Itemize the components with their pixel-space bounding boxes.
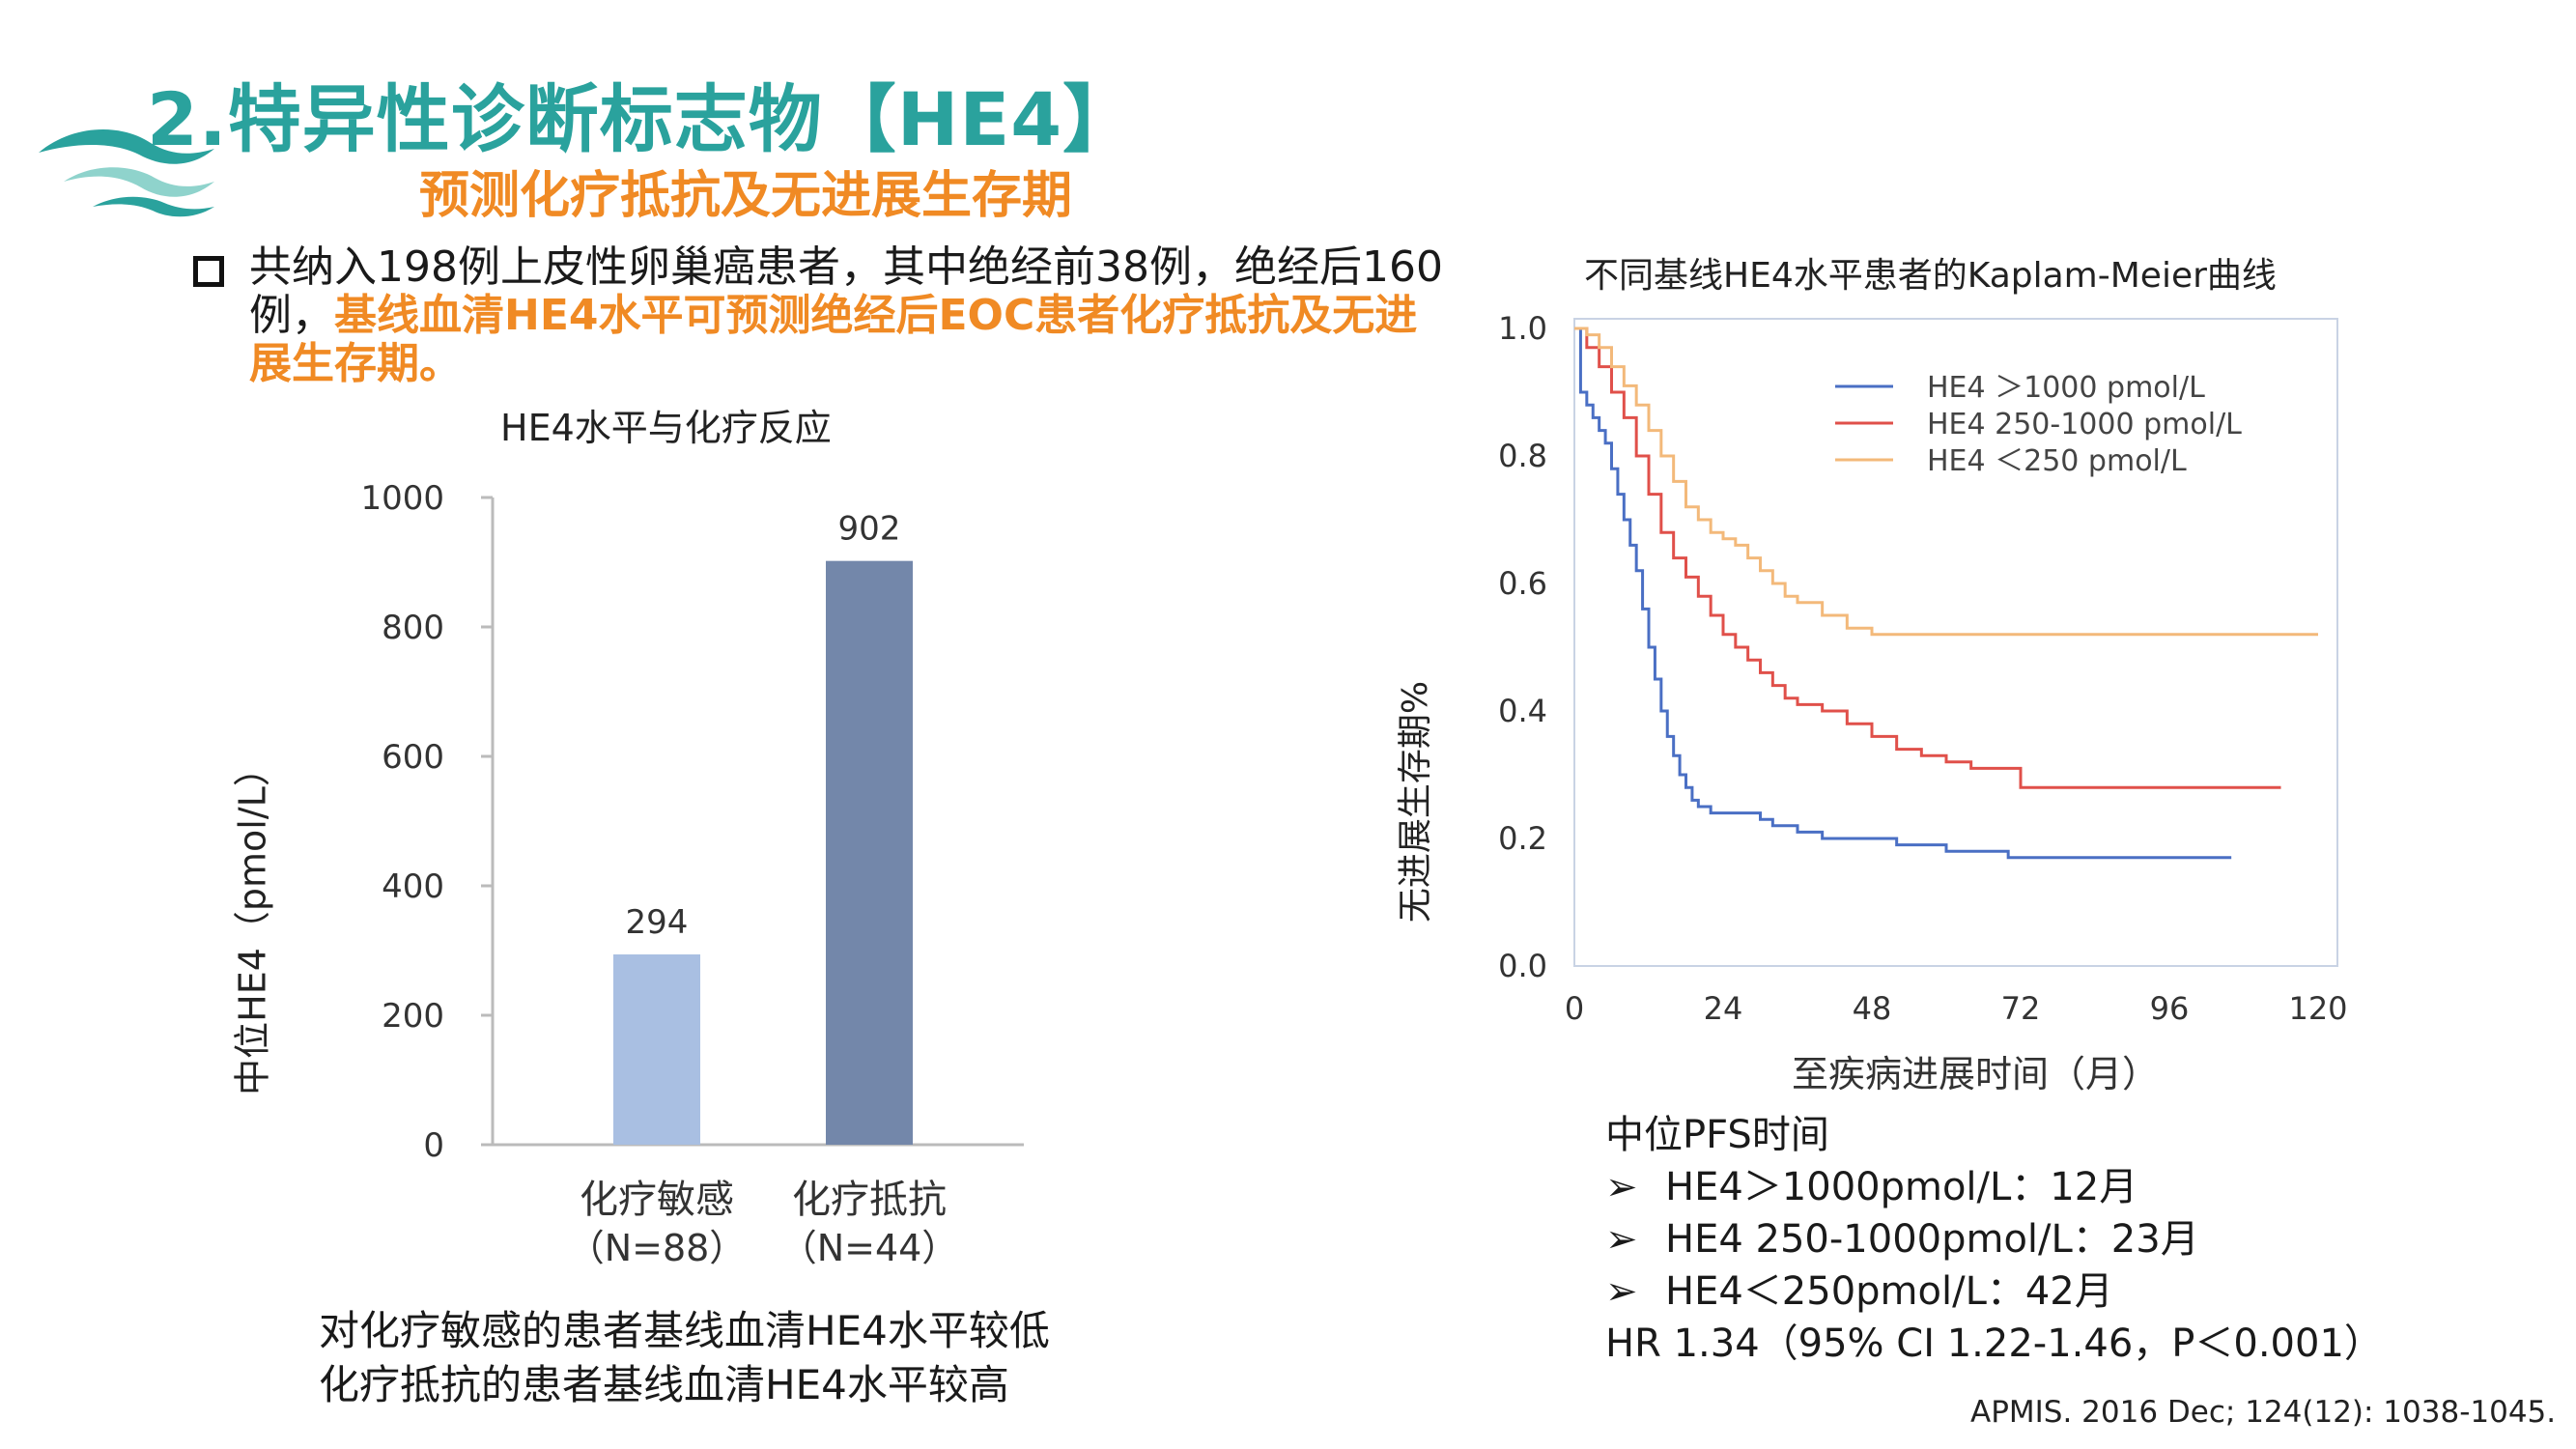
km-y-tick-label: 0.6: [1498, 565, 1547, 602]
km-x-tick-label: 120: [2288, 990, 2347, 1027]
arrow-bullet-icon: ➢: [1605, 1269, 1638, 1314]
bar-data-label: 294: [626, 903, 689, 942]
km-x-tick-label: 48: [1853, 990, 1892, 1027]
km-y-tick-label: 1.0: [1498, 310, 1547, 347]
km-x-tick-label: 24: [1704, 990, 1743, 1027]
km-legend-label: HE4 ＜250 pmol/L: [1927, 444, 2187, 478]
pfs-item: ➢ HE4 250-1000pmol/L：23月: [1605, 1213, 2383, 1265]
bar-y-tick-label: 200: [382, 997, 444, 1036]
km-series-line: [1574, 327, 2318, 637]
bar-y-tick-label: 600: [382, 738, 444, 777]
bullet-text-normal: 共纳入198例上皮性卵巢癌患者，其中绝经前38例，绝经后160例，: [249, 242, 1443, 340]
km-x-tick-label: 96: [2150, 990, 2190, 1027]
bar-chart: 0 200 400 600 800 1000 294 化疗敏感 （N=88） 902 化疗抵抗 （N=…: [360, 479, 1024, 1269]
km-series-line: [1574, 327, 2232, 860]
pfs-hazard-ratio: HR 1.34（95% CI 1.22-1.46，P＜0.001）: [1605, 1321, 2383, 1366]
bar-category-sublabel: （N=44）: [780, 1227, 959, 1269]
citation: APMIS. 2016 Dec; 124(12): 1038-1045.: [1970, 1395, 2557, 1430]
bullet-text-highlight: 基线血清HE4水平可预测绝经后EOC患者化疗抵抗及无进展生存期。: [249, 291, 1418, 388]
km-x-axis-label: 至疾病进展时间（月）: [1792, 1053, 2159, 1095]
pfs-heading: 中位PFS时间: [1605, 1113, 1829, 1157]
km-legend-label: HE4 250-1000 pmol/L: [1927, 408, 2242, 441]
km-y-tick-label: 0.8: [1498, 438, 1547, 474]
arrow-bullet-icon: ➢: [1605, 1165, 1638, 1209]
bar-note-line-2: 化疗抵抗的患者基线血清HE4水平较高: [319, 1361, 1009, 1408]
pfs-item-text: HE4 250-1000pmol/L：23月: [1665, 1217, 2199, 1262]
bar-y-tick-label: 0: [423, 1126, 444, 1165]
bar-category-sublabel: （N=88）: [568, 1227, 747, 1269]
bar-chart-note: 对化疗敏感的患者基线血清HE4水平较低 化疗抵抗的患者基线血清HE4水平较高: [319, 1304, 1050, 1412]
bar-category-label: 化疗敏感: [580, 1178, 734, 1222]
bar: [826, 560, 913, 1145]
bar-y-tick-label: 1000: [360, 479, 444, 518]
pfs-item-text: HE4＜250pmol/L：42月: [1665, 1269, 2113, 1314]
pfs-item: ➢ HE4＜250pmol/L：42月: [1605, 1265, 2383, 1318]
pfs-summary: 中位PFS时间 ➢ HE4＞1000pmol/L：12月 ➢ HE4 250-100…: [1605, 1109, 2383, 1370]
page-subtitle: 预测化疗抵抗及无进展生存期: [419, 167, 1073, 225]
bar-chart-title: HE4水平与化疗反应: [500, 407, 832, 449]
page-title: 2.特异性诊断标志物【HE4】: [147, 76, 1138, 162]
pfs-item-text: HE4＞1000pmol/L：12月: [1665, 1165, 2138, 1209]
bar-chart-y-axis-label: 中位HE4（pmol/L）: [231, 750, 274, 1095]
km-plot-frame: [1573, 318, 2338, 967]
wave-logo-icon: [39, 129, 214, 217]
km-legend-label: HE4 ＞1000 pmol/L: [1927, 371, 2205, 405]
km-x-tick-label: 0: [1565, 990, 1584, 1027]
bar-data-label: 902: [838, 510, 901, 549]
km-series-line: [1574, 327, 2281, 789]
bar-note-line-1: 对化疗敏感的患者基线血清HE4水平较低: [319, 1307, 1050, 1354]
km-y-tick-label: 0.2: [1498, 820, 1547, 857]
bar: [613, 954, 700, 1145]
km-y-tick-label: 0.0: [1498, 948, 1547, 984]
bullet-text: 共纳入198例上皮性卵巢癌患者，其中绝经前38例，绝经后160例，基线血清HE4…: [249, 243, 1447, 388]
km-x-tick-label: 72: [2001, 990, 2041, 1027]
bar-category-label: 化疗抵抗: [792, 1178, 947, 1222]
bar-y-tick-label: 400: [382, 867, 444, 906]
square-bullet-icon: [193, 256, 224, 287]
pfs-item: ➢ HE4＞1000pmol/L：12月: [1605, 1161, 2383, 1213]
arrow-bullet-icon: ➢: [1605, 1217, 1638, 1262]
km-y-tick-label: 0.4: [1498, 693, 1547, 729]
bar-y-tick-label: 800: [382, 609, 444, 647]
km-chart-title: 不同基线HE4水平患者的Kaplam-Meier曲线: [1584, 256, 2277, 296]
km-chart: 0.0 0.2 0.4 0.6 0.8 1.0 0 24 48 72 96 120 至疾病进展时间（月）…: [1498, 310, 2347, 1095]
